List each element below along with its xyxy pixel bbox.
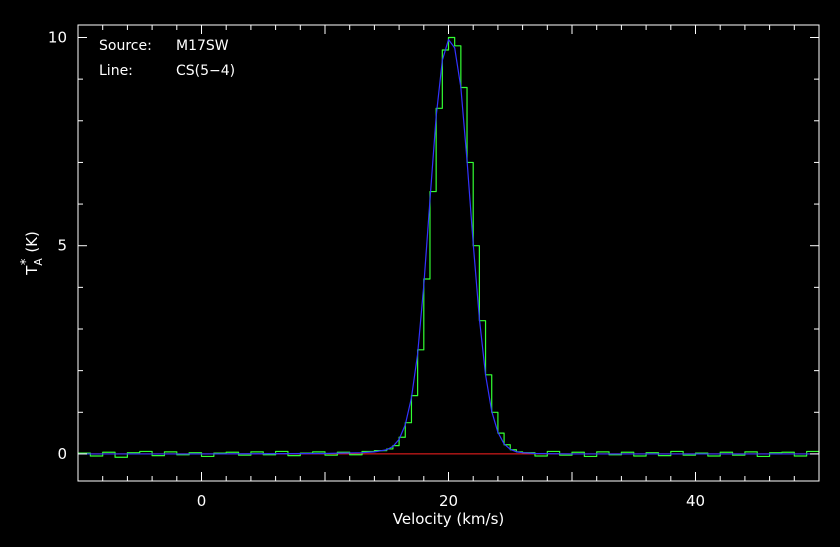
plot-area — [78, 36, 820, 458]
source-label: Source: — [99, 38, 152, 54]
source-value: M17SW — [176, 38, 229, 54]
y-axis-label-superscript: * — [19, 258, 34, 265]
x-tick-label: 0 — [197, 492, 207, 510]
tick-labels: 0 20 40 0 5 10 — [48, 28, 705, 510]
y-axis-label-unit: (K) — [23, 231, 41, 253]
line-value: CS(5−4) — [176, 63, 235, 79]
y-axis-label: TA* (K) — [19, 231, 45, 276]
line-label: Line: — [99, 63, 133, 79]
series-line-observed — [78, 36, 820, 458]
plot-frame — [77, 24, 820, 482]
y-tick-label: 0 — [57, 445, 67, 463]
x-axis-label: Velocity (km/s) — [393, 510, 504, 528]
y-axis-label-subscript: A — [32, 258, 45, 266]
annotation-block: Source: M17SW Line: CS(5−4) — [99, 38, 235, 79]
svg-text:TA*(K): TA* (K) — [19, 231, 45, 276]
x-tick-label: 40 — [686, 492, 705, 510]
y-axis-label-symbol: T — [23, 265, 41, 276]
x-tick-label: 20 — [439, 492, 458, 510]
series-line-fit — [78, 38, 819, 455]
axis-ticks — [77, 25, 820, 481]
y-tick-label: 10 — [48, 28, 67, 46]
y-tick-label: 5 — [57, 237, 67, 255]
